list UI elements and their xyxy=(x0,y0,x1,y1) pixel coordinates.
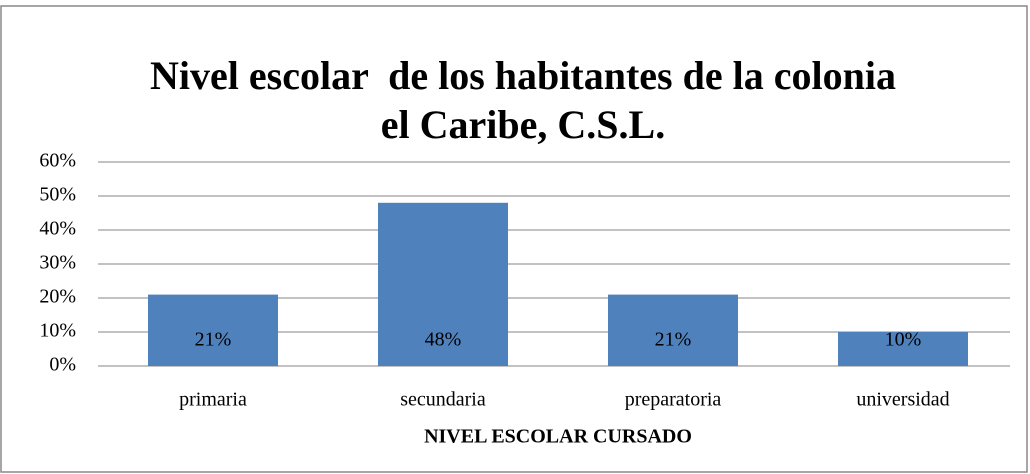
x-tick-label: primaria xyxy=(179,389,247,411)
x-axis-title: NIVEL ESCOLAR CURSADO xyxy=(424,426,692,448)
data-label: 48% xyxy=(425,329,462,351)
data-label: 10% xyxy=(885,329,922,351)
y-tick-label: 40% xyxy=(39,218,76,240)
x-tick-label: preparatoria xyxy=(625,389,722,411)
bar xyxy=(378,202,508,366)
bar xyxy=(608,294,738,366)
chart-title: el Caribe, C.S.L. xyxy=(381,102,665,147)
x-tick-label: universidad xyxy=(856,389,949,411)
data-label: 21% xyxy=(655,329,692,351)
chart-border xyxy=(0,5,1028,473)
bar xyxy=(148,294,278,366)
x-tick-label: secundaria xyxy=(400,389,486,411)
bar xyxy=(838,332,968,366)
y-tick-label: 60% xyxy=(39,150,76,172)
y-tick-label: 20% xyxy=(39,286,76,308)
chart-title: Nivel escolar de los habitantes de la co… xyxy=(150,53,896,98)
y-tick-label: 30% xyxy=(39,252,76,274)
y-tick-label: 0% xyxy=(49,354,76,376)
y-tick-label: 10% xyxy=(39,320,76,342)
y-tick-label: 50% xyxy=(39,184,76,206)
data-label: 21% xyxy=(195,329,232,351)
